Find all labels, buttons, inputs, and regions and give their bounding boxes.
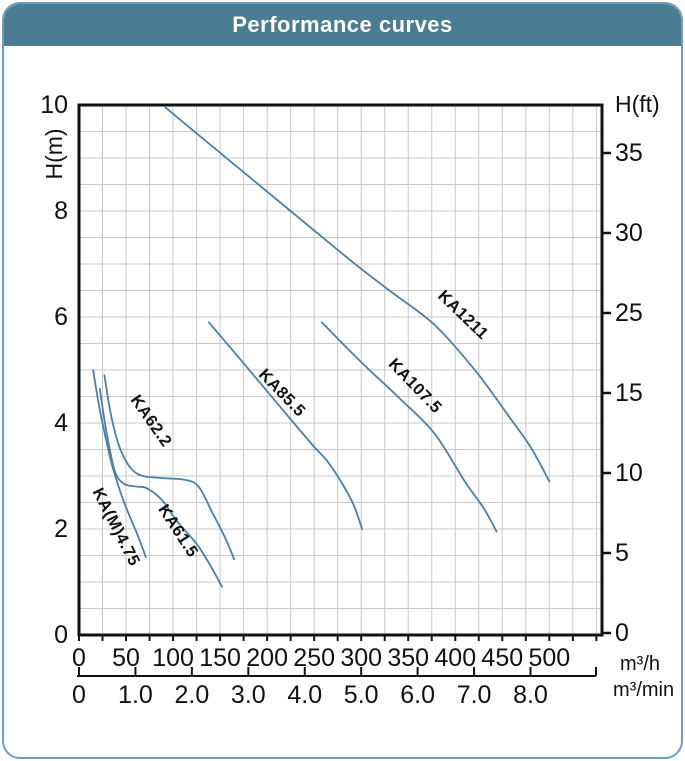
right-tick-label: 0 [615, 619, 629, 647]
series-label-KA1211: KA1211 [434, 287, 492, 343]
secondary-tick-label: 5.0 [344, 681, 379, 709]
right-tick-label: 25 [615, 299, 643, 327]
right-axis-labels: 0 5 10 15 25 30 35 [602, 139, 643, 647]
series-label-KA107.5: KA107.5 [385, 355, 446, 417]
card-header: Performance curves [4, 4, 681, 46]
x-tick-label: 400 [434, 644, 476, 672]
series-label-KA62.2: KA62.2 [127, 392, 176, 451]
plot-border [77, 103, 604, 637]
right-tick-label: 15 [615, 379, 643, 407]
grid [79, 105, 602, 635]
secondary-tick-label: 4.0 [287, 681, 322, 709]
left-tick-label: 2 [54, 515, 68, 543]
right-axis-title: H(ft) [615, 91, 660, 117]
left-tick-label: 6 [54, 303, 68, 331]
secondary-tick-label: 1.0 [118, 681, 153, 709]
left-axis-title: H(m) [41, 128, 67, 179]
x-tick-label: 0 [72, 644, 86, 672]
left-tick-label: 0 [54, 621, 68, 649]
series-label-KA61.5: KA61.5 [154, 501, 201, 560]
x-tick-label: 200 [246, 644, 288, 672]
curve-KA62.2 [103, 374, 236, 561]
chart-area: 0 2 4 6 8 10 H(m) 0 5 10 15 25 30 35 H(ft) 0 50 100 150 200… [4, 4, 681, 757]
x-tick-label: 250 [293, 644, 335, 672]
curve-KAM4.75 [92, 369, 147, 558]
curves [92, 106, 551, 588]
secondary-tick-label: 8.0 [513, 681, 548, 709]
curve-KA61.5 [98, 387, 223, 588]
secondary-tick-label: 2.0 [174, 681, 209, 709]
left-axis-labels: 0 2 4 6 8 10 [40, 91, 68, 649]
series-label-KA85.5: KA85.5 [255, 366, 309, 421]
secondary-tick-label: 6.0 [400, 681, 435, 709]
curve-KA107.5 [320, 321, 498, 533]
x-tick-label: 100 [152, 644, 194, 672]
secondary-tick-label: 7.0 [457, 681, 492, 709]
x-unit-secondary: m³/min [613, 679, 674, 701]
x-tick-label: 350 [387, 644, 429, 672]
card-title: Performance curves [232, 12, 453, 37]
curve-KA1211 [164, 106, 551, 483]
left-tick-label: 4 [54, 409, 68, 437]
curve-KA85.5 [207, 321, 363, 530]
x-axis-primary: 0 50 100 150 200 250 300 350 400 450 500 [72, 635, 598, 672]
x-axis-secondary: 0 1.0 2.0 3.0 4.0 5.0 6.0 7.0 8.0 [72, 667, 597, 709]
secondary-tick-label: 3.0 [231, 681, 266, 709]
left-tick-label: 10 [40, 91, 68, 119]
x-tick-label: 500 [528, 644, 570, 672]
right-tick-label: 30 [615, 219, 643, 247]
right-tick-label: 10 [615, 459, 643, 487]
x-unit-primary: m³/h [620, 653, 660, 675]
right-tick-label: 5 [615, 539, 629, 567]
x-tick-label: 150 [199, 644, 241, 672]
right-tick-label: 35 [615, 139, 643, 167]
x-tick-label: 450 [481, 644, 523, 672]
secondary-tick-label: 0 [72, 681, 86, 709]
left-tick-label: 8 [54, 197, 68, 225]
